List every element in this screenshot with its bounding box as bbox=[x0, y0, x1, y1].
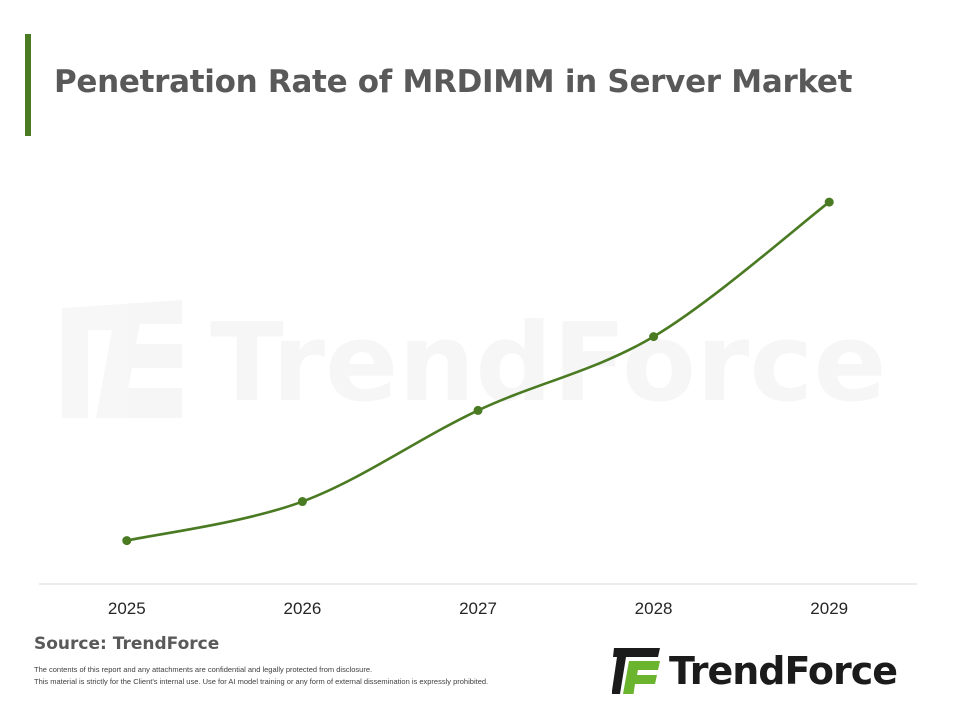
data-point bbox=[649, 332, 659, 342]
watermark-text: TrendForce bbox=[210, 301, 887, 426]
x-tick-label: 2026 bbox=[283, 599, 321, 618]
data-point bbox=[297, 497, 307, 507]
x-tick-label: 2029 bbox=[810, 599, 848, 618]
brand-name: TrendForce bbox=[669, 649, 898, 693]
data-point bbox=[122, 536, 132, 546]
brand-logo: TrendForce bbox=[612, 647, 898, 695]
source-label: Source: TrendForce bbox=[34, 634, 220, 654]
points-layer bbox=[122, 197, 834, 546]
chart-title: Penetration Rate of MRDIMM in Server Mar… bbox=[54, 64, 853, 100]
data-point bbox=[824, 197, 834, 207]
x-tick-label: 2027 bbox=[459, 599, 497, 618]
disclaimer-line-1: The contents of this report and any atta… bbox=[34, 665, 373, 674]
x-tick-label: 2025 bbox=[108, 599, 146, 618]
x-tick-labels: 2025 2026 2027 2028 2029 bbox=[108, 599, 848, 618]
watermark: TrendForce bbox=[62, 300, 887, 426]
x-tick-label: 2028 bbox=[635, 599, 673, 618]
data-point bbox=[473, 405, 483, 415]
title-accent-bar bbox=[25, 34, 31, 136]
watermark-logo-icon bbox=[62, 300, 182, 418]
trendforce-logo-icon bbox=[612, 648, 660, 694]
disclaimer-line-2: This material is strictly for the Client… bbox=[34, 677, 489, 686]
